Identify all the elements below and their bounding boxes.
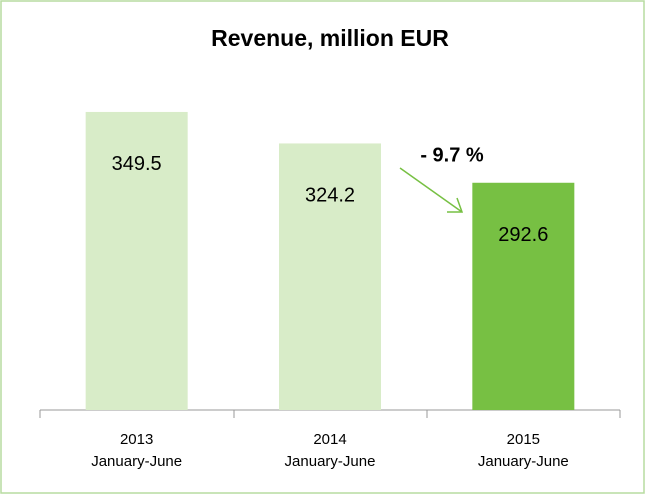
annotation-arrow (399, 167, 464, 213)
chart-title: Revenue, million EUR (211, 25, 449, 51)
bar (85, 111, 188, 410)
x-tick-label: 2015 (507, 431, 540, 448)
bar (472, 182, 575, 410)
x-tick-label: 2014 (313, 431, 346, 448)
x-tick-label: 2013 (120, 431, 153, 448)
value-label: 349.5 (112, 153, 162, 175)
value-label: 324.2 (305, 185, 355, 207)
x-tick-label: January-June (285, 453, 376, 470)
value-label: 292.6 (498, 224, 548, 246)
x-tick-label: January-June (91, 453, 182, 470)
bar (279, 143, 381, 410)
x-tick-label: January-June (478, 453, 569, 470)
annotation: - 9.7 % (420, 144, 484, 166)
